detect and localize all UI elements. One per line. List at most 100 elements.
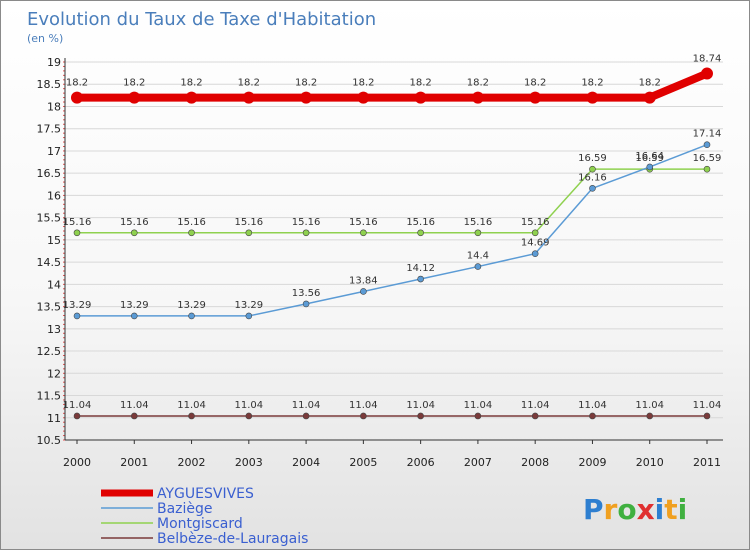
logo-letter: i <box>678 493 688 526</box>
data-point <box>589 184 596 192</box>
data-point <box>188 229 195 237</box>
legend-label: AYGUESVIVES <box>157 486 254 502</box>
x-tick-label: 2004 <box>292 456 320 469</box>
y-tick-label: 11 <box>47 412 61 425</box>
data-point <box>586 91 599 104</box>
data-label: 11.04 <box>693 400 722 411</box>
data-label: 13.29 <box>177 300 206 311</box>
data-label: 16.64 <box>635 151 664 162</box>
data-label: 11.04 <box>349 400 378 411</box>
data-point <box>245 412 253 420</box>
legend: AYGUESVIVESBaziègeMontgiscardBelbèze-de-… <box>101 486 308 547</box>
data-point <box>646 163 654 171</box>
x-tick-label: 2000 <box>63 456 91 469</box>
data-point <box>360 412 367 420</box>
x-tick-label: 2008 <box>521 456 549 469</box>
data-point <box>643 91 656 104</box>
data-label: 15.16 <box>177 217 206 228</box>
data-point <box>73 312 81 320</box>
data-point <box>130 229 138 237</box>
logo-letter: P <box>583 493 604 526</box>
data-point <box>646 412 654 420</box>
y-tick-label: 18 <box>47 100 61 113</box>
legend-label: Baziège <box>157 501 213 517</box>
data-point <box>302 229 310 237</box>
grid-lines <box>65 61 723 419</box>
y-tick-label: 12 <box>47 367 61 380</box>
data-point <box>703 165 711 173</box>
data-label: 18.2 <box>295 78 317 89</box>
data-point <box>531 412 539 420</box>
data-point <box>357 91 370 104</box>
data-point <box>360 229 367 237</box>
data-point <box>71 91 83 104</box>
y-tick-label: 17 <box>47 145 61 158</box>
y-tick-label: 12.5 <box>37 345 62 358</box>
logo-letter: r <box>604 493 618 526</box>
data-point <box>417 412 424 420</box>
data-label: 15.16 <box>120 217 149 228</box>
data-label: 15.16 <box>292 217 321 228</box>
data-label: 11.04 <box>635 400 664 411</box>
data-label: 18.2 <box>238 78 260 89</box>
series-group: 11.04 11.04 11.04 11.04 11.04 11.04 11.04 11.04… <box>63 54 722 420</box>
data-label: 11.04 <box>177 400 206 411</box>
x-tick-label: 2006 <box>407 456 435 469</box>
y-tick-label: 13.5 <box>37 301 62 314</box>
data-label: 18.2 <box>123 78 145 89</box>
data-label: 14.4 <box>467 251 489 262</box>
data-label: 16.59 <box>693 153 722 164</box>
proxiti-logo: Proxiti <box>583 493 687 526</box>
data-label: 15.16 <box>234 217 263 228</box>
data-point <box>302 412 310 420</box>
data-label: 15.16 <box>521 217 550 228</box>
data-label: 13.84 <box>349 275 378 286</box>
y-tick-label: 14 <box>47 278 61 291</box>
data-label: 15.16 <box>406 217 435 228</box>
x-tick-label: 2010 <box>636 456 664 469</box>
data-point <box>130 312 138 320</box>
data-point <box>245 312 253 320</box>
x-axis-ticks: 2000 2001 2002 2003 2004 2005 2006 2007 2008 2009… <box>63 440 721 469</box>
series-line-0 <box>73 69 711 102</box>
y-tick-label: 13 <box>47 323 61 336</box>
logo-letter: o <box>617 493 636 526</box>
data-point <box>474 229 482 237</box>
chart-title: Evolution du Taux de Taxe d'Habitation <box>27 9 376 30</box>
data-label: 16.16 <box>578 172 607 183</box>
x-tick-label: 2007 <box>464 456 492 469</box>
data-point <box>474 263 482 270</box>
data-point <box>242 91 255 104</box>
y-axis-ticks: 10.5 11 11.5 12 12.5 13 13.5 14 14.5 15 15.5 16 16.5… <box>37 56 62 447</box>
y-tick-label: 11.5 <box>37 390 62 403</box>
data-label: 13.29 <box>63 300 92 311</box>
data-point <box>188 312 195 320</box>
x-tick-label: 2001 <box>120 456 148 469</box>
data-point <box>529 91 542 104</box>
data-label: 18.2 <box>410 78 432 89</box>
data-label: 18.2 <box>581 78 603 89</box>
x-tick-label: 2005 <box>349 456 377 469</box>
data-label: 15.16 <box>464 217 493 228</box>
data-label: 14.12 <box>406 263 435 274</box>
data-label: 11.04 <box>406 400 435 411</box>
data-point <box>474 412 482 420</box>
y-tick-label: 18.5 <box>37 78 62 91</box>
data-point <box>302 300 310 308</box>
y-tick-label: 19 <box>47 56 61 69</box>
data-point <box>701 67 713 80</box>
data-label: 16.59 <box>635 153 664 164</box>
y-tick-label: 10.5 <box>37 434 62 447</box>
data-point <box>130 412 138 420</box>
data-point <box>531 250 539 257</box>
data-label: 18.2 <box>524 78 546 89</box>
y-tick-label: 14.5 <box>37 256 62 269</box>
y-tick-label: 15 <box>47 234 61 247</box>
data-label: 11.04 <box>292 400 321 411</box>
data-label: 11.04 <box>234 400 263 411</box>
x-tick-label: 2003 <box>235 456 263 469</box>
logo-letter: t <box>664 493 677 526</box>
series-line-1 <box>76 143 708 317</box>
data-label: 13.29 <box>120 300 149 311</box>
data-point <box>300 91 313 104</box>
